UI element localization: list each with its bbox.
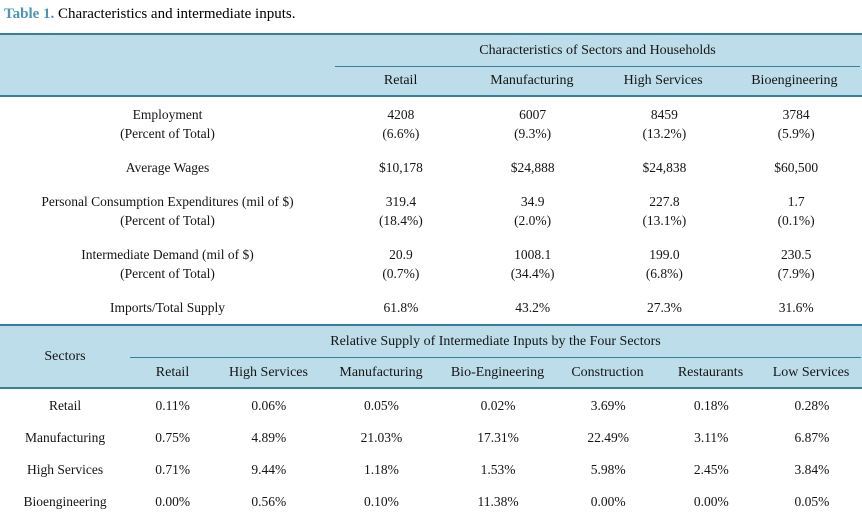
column-header-restaurants: Restaurants	[677, 364, 744, 380]
cell-value: 2.45%	[693, 461, 729, 477]
column-header-bio-engineering: Bio-Engineering	[450, 364, 545, 380]
cell-value: 0.05%	[794, 493, 830, 509]
table-row: Imports/Total Supply 61.8% 43.2% 27.3% 3…	[0, 290, 862, 324]
cell-value: 34.9 (2.0%)	[514, 193, 552, 228]
cell-value: $24,838	[642, 159, 687, 175]
cell-value: 20.9 (0.7%)	[382, 246, 420, 281]
cell-value: 21.03%	[360, 429, 403, 445]
table-caption-number: Table 1.	[4, 6, 55, 22]
cell-value: 3.84%	[794, 461, 830, 477]
row-label: Imports/Total Supply	[110, 299, 225, 315]
table-row: Personal Consumption Expenditures (mil o…	[0, 184, 862, 237]
column-header-retail: Retail	[155, 364, 190, 380]
cell-value: 0.00%	[693, 493, 729, 509]
row-label: Personal Consumption Expenditures (mil o…	[41, 193, 294, 228]
column-header-low-services: Low Services	[772, 364, 850, 380]
table-row: Employment (Percent of Total) 4208 (6.6%…	[0, 97, 862, 150]
intermediate-inputs-group-header: Relative Supply of Intermediate Inputs b…	[130, 326, 861, 358]
cell-value: 11.38%	[477, 493, 519, 509]
characteristics-table-header: Characteristics of Sectors and Household…	[0, 33, 862, 97]
cell-value: 4208 (6.6%)	[382, 106, 420, 141]
cell-value: 1.53%	[480, 461, 516, 477]
cell-value: 0.18%	[693, 397, 729, 413]
cell-value: 199.0 (6.8%)	[645, 246, 683, 281]
cell-value: $10,178	[378, 159, 423, 175]
row-label: Average Wages	[125, 159, 210, 175]
column-header-manufacturing: Manufacturing	[490, 73, 574, 88]
row-label: High Services	[27, 461, 104, 477]
cell-value: 8459 (13.2%)	[642, 106, 687, 141]
table-row: High Services 0.71% 9.44% 1.18% 1.53% 5.…	[0, 453, 862, 485]
cell-value: 3.69%	[590, 397, 626, 413]
intermediate-inputs-table: Retail 0.11% 0.06% 0.05% 0.02% 3.69% 0.1…	[0, 389, 862, 517]
column-header-bioengineering: Bioengineering	[751, 73, 838, 88]
row-label: Retail	[48, 397, 82, 413]
cell-value: 0.00%	[590, 493, 626, 509]
cell-value: 0.10%	[363, 493, 399, 509]
table-row: Bioengineering 0.00% 0.56% 0.10% 11.38% …	[0, 485, 862, 517]
cell-value: 227.8 (13.1%)	[642, 193, 687, 228]
cell-value: 17.31%	[477, 429, 519, 445]
cell-value: $60,500	[774, 159, 819, 175]
cell-value: 319.4 (18.4%)	[378, 193, 423, 228]
cell-value: 0.28%	[794, 397, 830, 413]
row-label: Manufacturing	[24, 429, 106, 445]
cell-value: 230.5 (7.9%)	[777, 246, 815, 281]
table-row: Retail 0.11% 0.06% 0.05% 0.02% 3.69% 0.1…	[0, 389, 862, 421]
table-caption: Table 1. Characteristics and intermediat…	[0, 0, 862, 33]
cell-value: 0.71%	[155, 461, 191, 477]
cell-value: 0.56%	[251, 493, 287, 509]
cell-value: 4.89%	[251, 429, 287, 445]
cell-value: 0.05%	[363, 397, 399, 413]
row-label: Intermediate Demand (mil of $) (Percent …	[81, 246, 254, 281]
column-header-high-services: High Services	[229, 364, 308, 380]
sectors-header: Sectors	[44, 348, 86, 364]
cell-value: 3784 (5.9%)	[777, 106, 815, 141]
row-label: Bioengineering	[23, 493, 107, 509]
cell-value: 61.8%	[383, 299, 419, 315]
cell-value: 0.75%	[155, 429, 191, 445]
cell-value: 22.49%	[587, 429, 629, 445]
table-row: Manufacturing 0.75% 4.89% 21.03% 17.31% …	[0, 421, 862, 453]
cell-value: $24,888	[510, 159, 555, 175]
cell-value: 1008.1 (34.4%)	[510, 246, 555, 281]
cell-value: 0.00%	[155, 493, 191, 509]
cell-value: 0.11%	[155, 397, 190, 413]
cell-value: 27.3%	[646, 299, 682, 315]
table-row: Average Wages $10,178 $24,888 $24,838 $6…	[0, 150, 862, 184]
cell-value: 0.06%	[251, 397, 287, 413]
cell-value: 0.02%	[480, 397, 516, 413]
row-label: Employment (Percent of Total)	[120, 106, 215, 141]
intermediate-inputs-table-header: Sectors Relative Supply of Intermediate …	[0, 324, 862, 389]
characteristics-table: Employment (Percent of Total) 4208 (6.6%…	[0, 97, 862, 324]
cell-value: 43.2%	[515, 299, 551, 315]
column-header-retail: Retail	[383, 73, 418, 88]
cell-value: 31.6%	[778, 299, 814, 315]
column-header-manufacturing: Manufacturing	[339, 364, 423, 380]
characteristics-group-header: Characteristics of Sectors and Household…	[335, 35, 860, 67]
cell-value: 6.87%	[794, 429, 830, 445]
column-header-high-services: High Services	[623, 73, 703, 88]
cell-value: 5.98%	[590, 461, 626, 477]
cell-value: 1.7 (0.1%)	[777, 193, 815, 228]
cell-value: 3.11%	[694, 429, 729, 445]
table-caption-text: Characteristics and intermediate inputs.	[58, 6, 296, 22]
header-spacer	[0, 35, 335, 95]
cell-value: 6007 (9.3%)	[514, 106, 552, 141]
cell-value: 9.44%	[251, 461, 287, 477]
table-row: Intermediate Demand (mil of $) (Percent …	[0, 237, 862, 290]
cell-value: 1.18%	[363, 461, 399, 477]
column-header-construction: Construction	[571, 364, 644, 380]
